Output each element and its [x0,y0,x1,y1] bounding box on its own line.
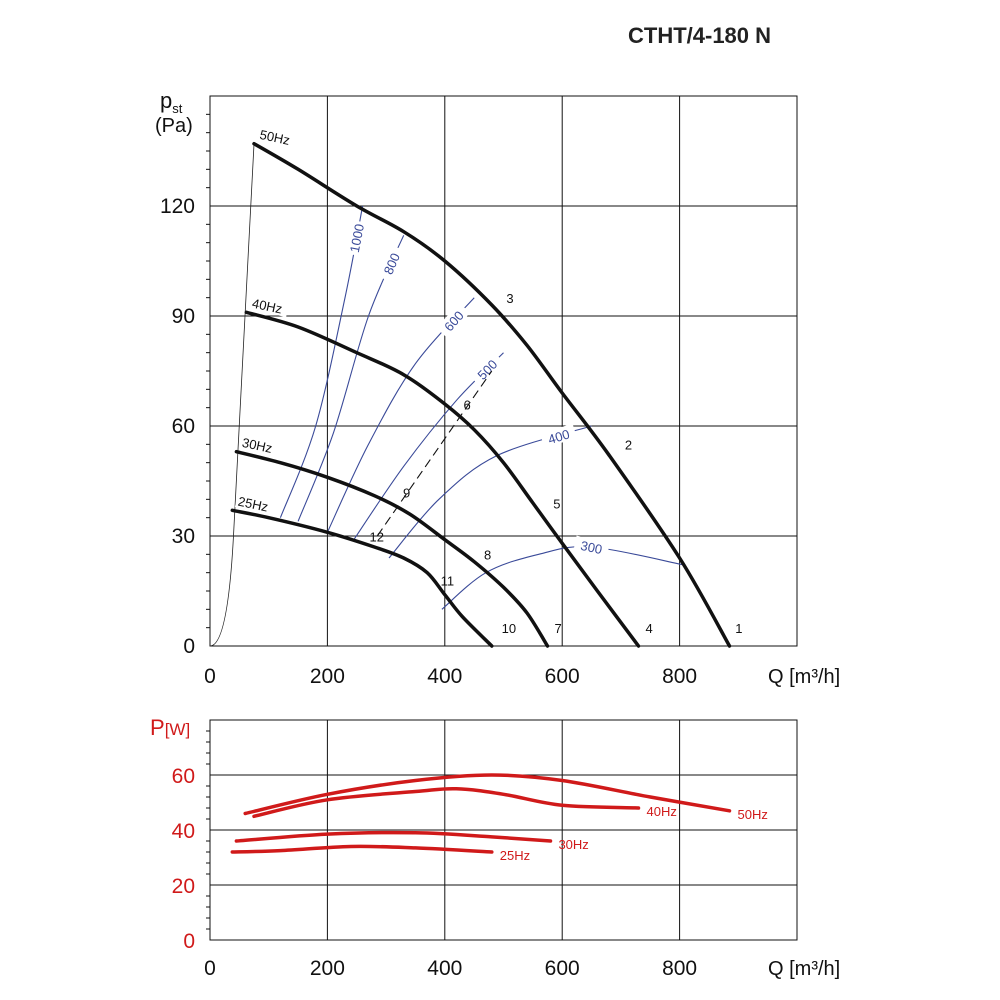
rpm-label: 300 [579,538,603,557]
system-curve-line [209,143,255,647]
pressure-y-tick-label: 60 [172,415,195,438]
pressure-curve-40Hz [244,310,641,648]
pressure-y-tick-label: 90 [172,305,195,328]
rpm-line [441,546,686,610]
power-label-40Hz: 40Hz [647,804,677,819]
series-label-30Hz: 30Hz [241,435,274,456]
power-x-tick-label: 600 [545,957,580,980]
operating-point-label: 4 [645,621,652,636]
series-label-bg [248,295,290,318]
rpm-label-bg [345,219,367,257]
efficiency-line [376,370,493,537]
power-chart: 0 200 400 600 800 0 20 40 60 50Hz 40Hz 30Hz 25Hz P[… [150,715,840,980]
pressure-y-axis-label: pst [160,88,183,116]
pressure-x-tick-label: 200 [310,665,345,688]
pressure-curve-25Hz [230,508,494,648]
rpm-label-bg [573,535,610,558]
pressure-tick-labels: 0 200 400 600 800 0 30 60 90 120 [160,195,697,688]
pressure-x-axis-label: Q [m³/h] [768,666,840,688]
operating-point-label: 12 [370,529,384,544]
pressure-x-tick-label: 800 [662,665,697,688]
operating-point-label: 6 [463,397,470,412]
operating-point-label: 10 [502,621,516,636]
power-y-axis-label: P[W] [150,715,190,740]
pressure-x-tick-label: 600 [545,665,580,688]
series-label-50Hz: 50Hz [258,127,291,148]
pressure-y-tick-label: 0 [183,635,195,658]
pressure-grid [206,95,798,647]
power-curve-25Hz [230,844,494,854]
series-label-bg [238,434,280,457]
operating-point-label: 5 [553,496,560,511]
series-label-bg [234,493,275,516]
operating-point-label: 3 [506,291,513,306]
pressure-curve-50Hz [252,141,732,648]
pressure-series: 50Hz 40Hz 30Hz 25Hz [230,126,732,648]
power-y-tick-label: 0 [183,930,195,953]
power-y-tick-label: 40 [172,820,195,843]
rpm-label: 400 [546,426,571,447]
rpm-label-bg [377,244,405,282]
series-label-25Hz: 25Hz [237,494,270,515]
pressure-plot-frame [209,95,798,647]
power-x-tick-label: 200 [310,957,345,980]
power-x-tick-label: 0 [204,957,216,980]
operating-point-label: 11 [441,573,455,588]
power-curve-50Hz [243,773,732,816]
pressure-y-tick-label: 30 [172,525,195,548]
power-label-25Hz: 25Hz [500,848,530,863]
power-x-axis-label: Q [m³/h] [768,958,840,980]
power-y-tick-label: 20 [172,875,195,898]
power-x-tick-label: 800 [662,957,697,980]
operating-point-label: 2 [625,438,632,453]
pressure-curve-30Hz [234,449,550,648]
rpm-label-bg [540,423,577,449]
power-series: 50Hz 40Hz 30Hz 25Hz [230,773,768,863]
power-curve-30Hz [234,830,553,843]
power-tick-labels: 0 200 400 600 800 0 20 40 60 [172,765,697,980]
rpm-label-bg [469,351,504,387]
rpm-label: 1000 [347,223,367,254]
rpm-label-bg [436,302,471,339]
power-curve-40Hz [252,786,641,819]
operating-point-label: 1 [735,621,742,636]
operating-point-label: 9 [403,485,410,500]
series-label-40Hz: 40Hz [251,296,284,317]
pressure-x-tick-label: 0 [204,665,216,688]
pressure-y-axis-unit: (Pa) [155,115,193,137]
power-label-50Hz: 50Hz [737,807,767,822]
chart-title: CTHT/4-180 N [628,23,771,48]
operating-point-label: 8 [484,548,491,563]
operating-point-label: 7 [554,621,561,636]
power-x-tick-label: 400 [427,957,462,980]
power-y-tick-label: 60 [172,765,195,788]
power-label-30Hz: 30Hz [558,837,588,852]
system-curve [209,143,255,647]
power-grid [206,719,798,941]
efficiency-dashed-line [376,370,493,537]
pressure-y-tick-label: 120 [160,195,195,218]
pressure-x-tick-label: 400 [427,665,462,688]
series-label-bg [256,126,297,149]
